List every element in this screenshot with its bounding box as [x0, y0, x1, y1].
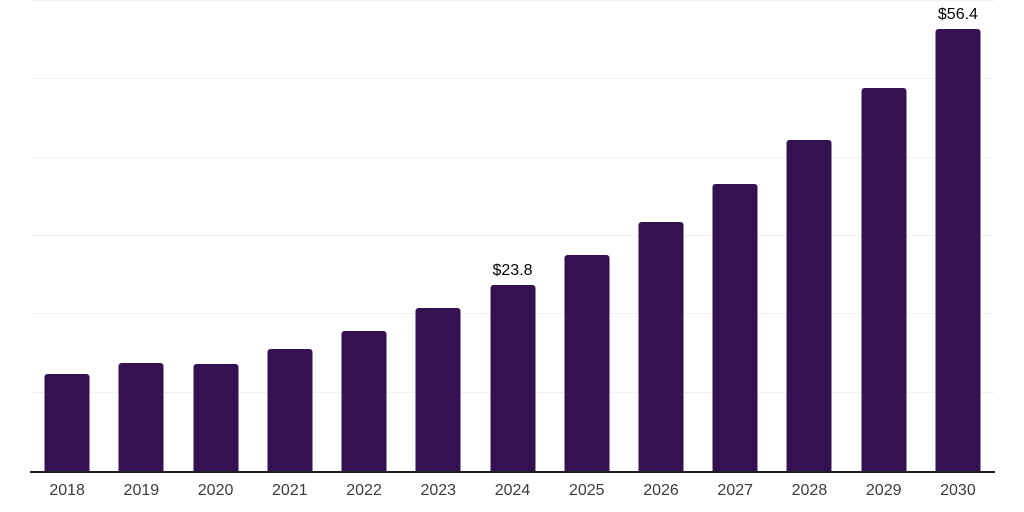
bar-slot-2024: $23.8: [475, 1, 549, 471]
x-axis-label-2028: 2028: [791, 482, 828, 499]
bar-slot-2028: [772, 1, 846, 471]
bar-slot-2018: [30, 1, 104, 471]
bar-slot-2027: [698, 1, 772, 471]
x-axis-label-2026: 2026: [643, 482, 679, 499]
bar-slot-2020: [178, 1, 252, 471]
bar-2030: [935, 29, 981, 471]
bar-2024: [490, 284, 536, 471]
bar-2025: [564, 254, 610, 471]
bar-slot-2025: [550, 1, 624, 471]
bar-slot-2029: [847, 1, 921, 471]
x-axis-label-2023: 2023: [420, 482, 457, 499]
x-axis-label-2022: 2022: [346, 482, 382, 499]
x-axis-label-2021: 2021: [272, 482, 308, 499]
gridline: [30, 0, 995, 1]
x-axis-labels: 2018 2019 2020 2021 2022 2023 2024 2025 2026 2027…: [30, 481, 995, 500]
x-axis-label-2027: 2027: [717, 482, 754, 499]
bars-row: $23.8 $56.4: [30, 1, 995, 471]
bar-2026: [638, 221, 684, 471]
bar-2019: [118, 362, 164, 471]
bar-slot-2023: [401, 1, 475, 471]
x-axis-label-2018: 2018: [49, 482, 85, 499]
bar-slot-2021: [253, 1, 327, 471]
bar-slot-2019: [104, 1, 178, 471]
bar-2018: [44, 373, 90, 471]
gridline: [30, 78, 995, 80]
bar-2022: [341, 330, 387, 471]
bar-slot-2022: [327, 1, 401, 471]
bar-slot-2030: $56.4: [921, 1, 995, 471]
bar-slot-2026: [624, 1, 698, 471]
x-axis-label-2030: 2030: [940, 482, 976, 499]
bar-2027: [712, 184, 758, 471]
x-axis-label-2020: 2020: [197, 482, 234, 499]
bar-2023: [415, 308, 461, 471]
bar-2028: [786, 139, 832, 471]
bar-2020: [193, 364, 239, 471]
bar-value-label-2030: $56.4: [937, 6, 978, 24]
x-axis-label-2024: 2024: [494, 482, 531, 499]
bar-value-label-2024: $23.8: [492, 261, 533, 279]
x-axis-label-2019: 2019: [123, 482, 160, 499]
bar-2029: [861, 87, 907, 471]
plot-area: $23.8 $56.4: [30, 0, 995, 473]
x-axis-label-2029: 2029: [865, 482, 902, 499]
bar-2021: [267, 348, 313, 471]
gridline: [30, 235, 995, 236]
gridline: [30, 156, 995, 158]
x-axis-label-2025: 2025: [568, 482, 605, 499]
